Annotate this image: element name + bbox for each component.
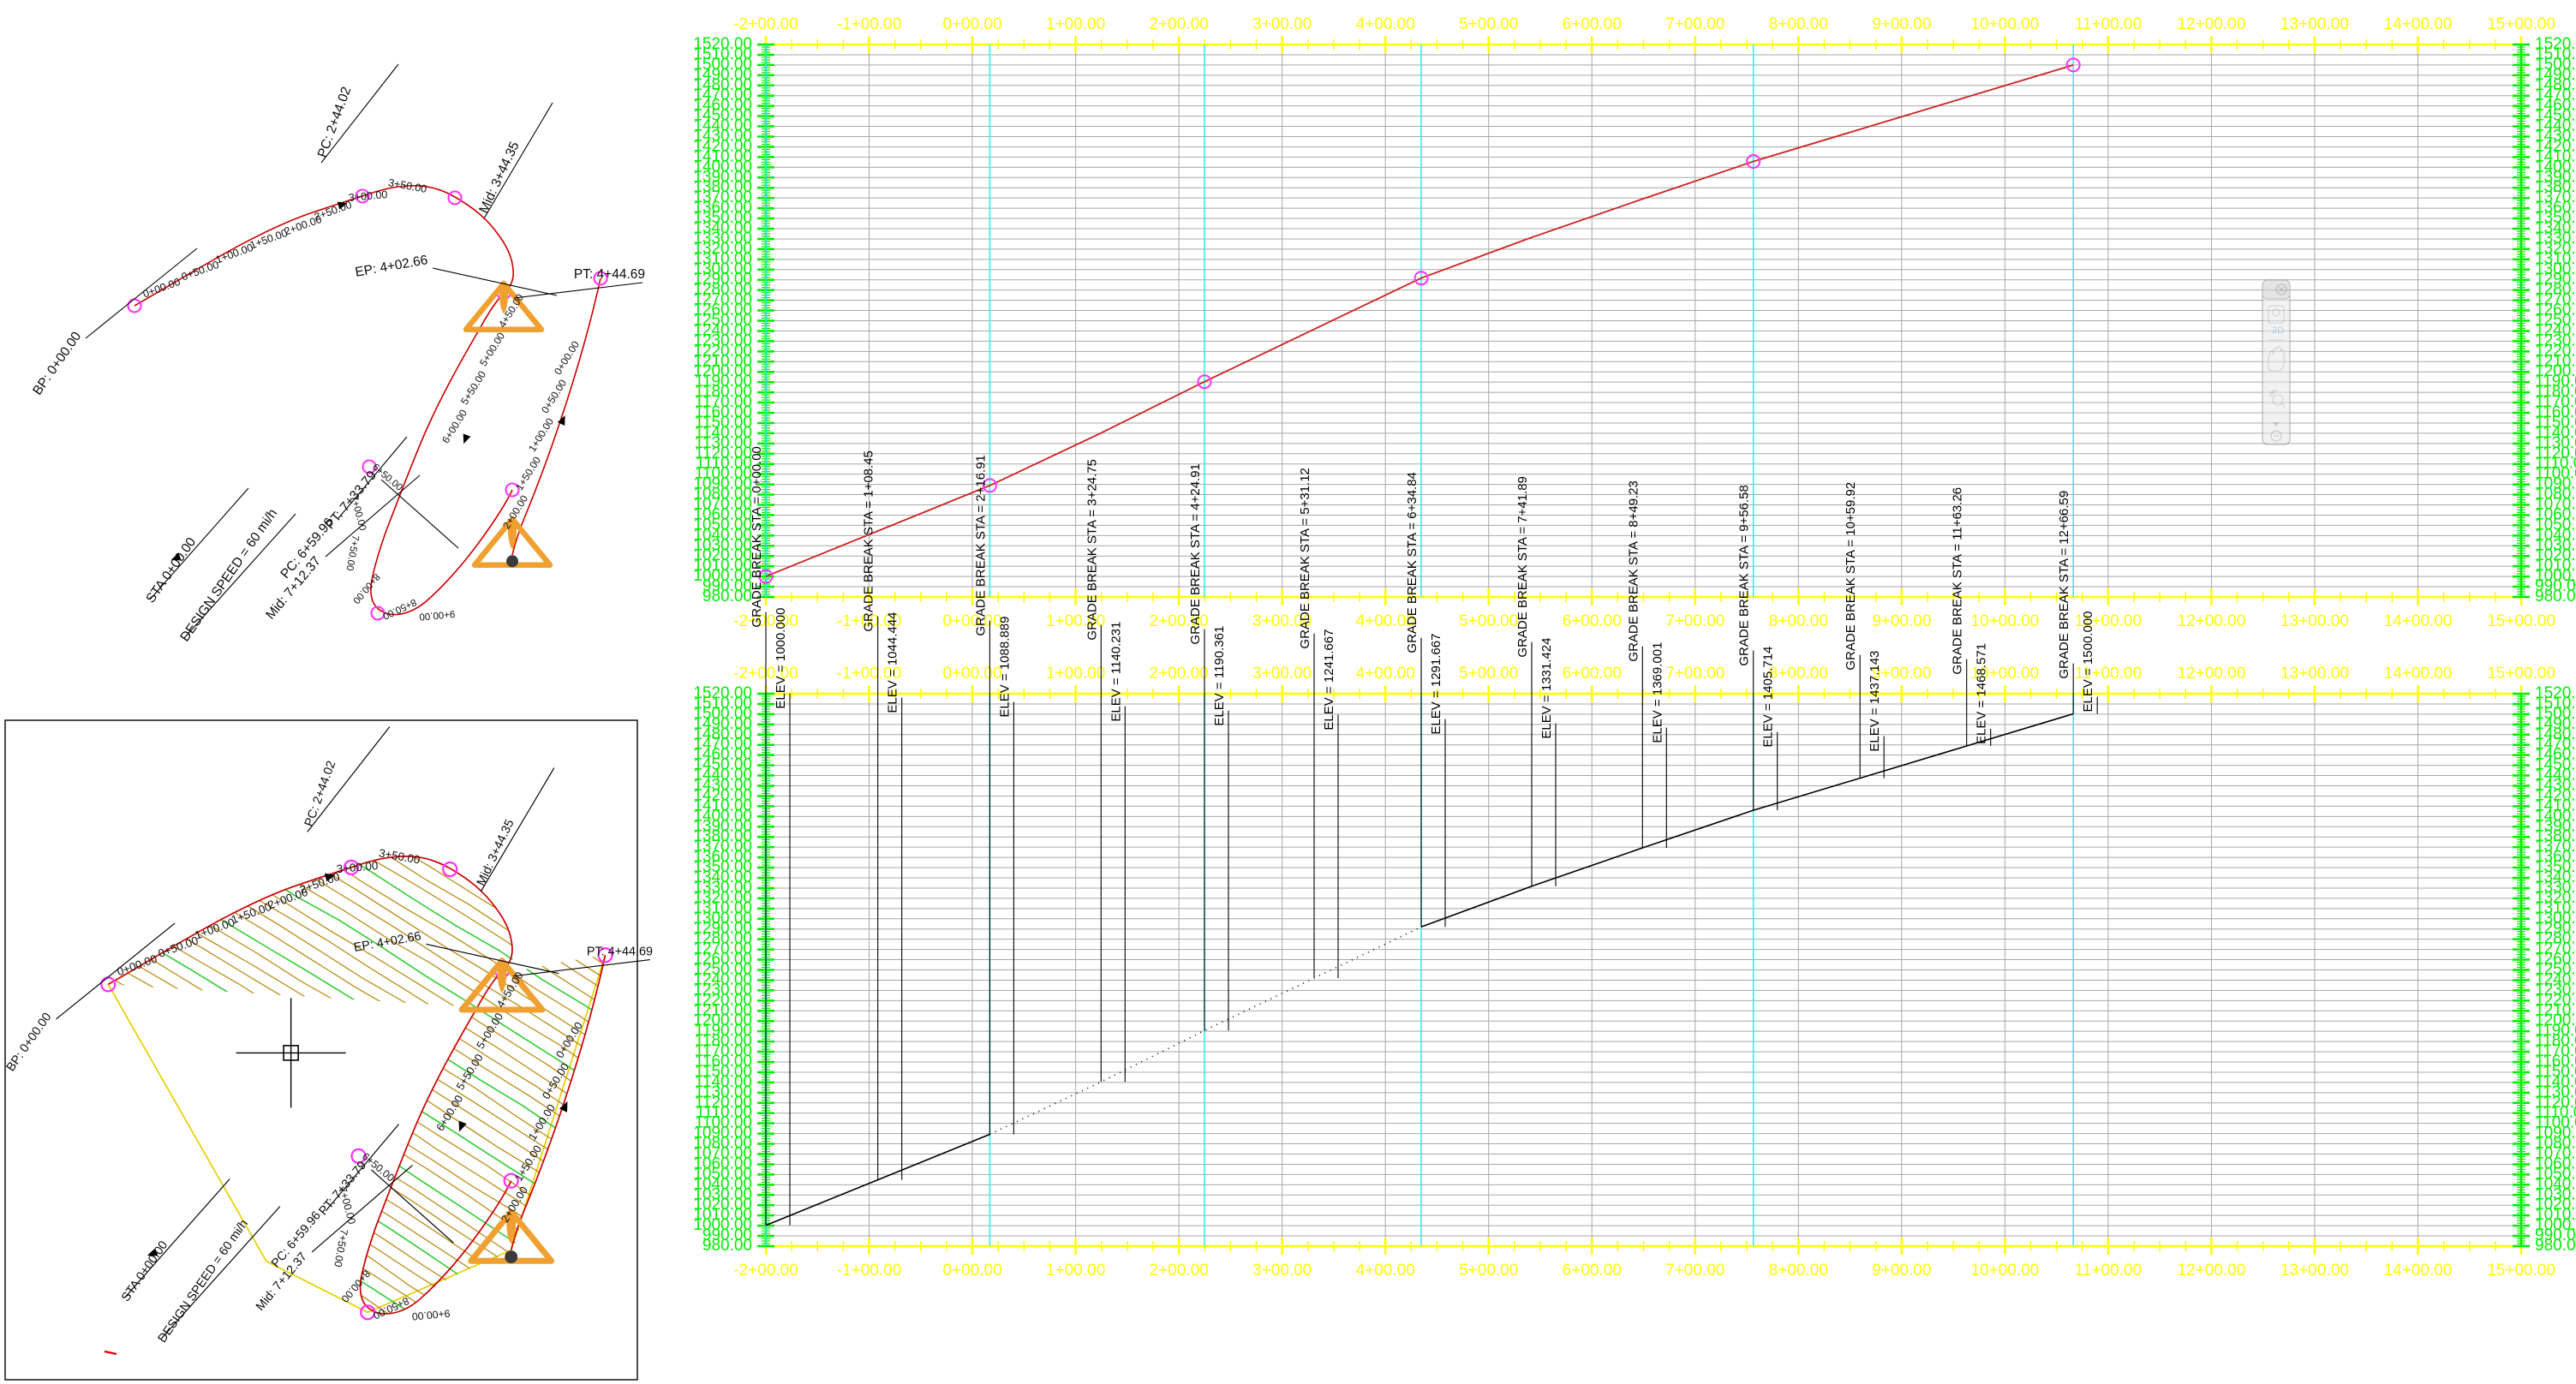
svg-text:ELEV = 1140.231: ELEV = 1140.231: [1109, 622, 1123, 722]
svg-text:ELEV = 1500.000: ELEV = 1500.000: [2081, 611, 2095, 712]
svg-text:ELEV = 1468.571: ELEV = 1468.571: [1975, 643, 1989, 744]
svg-text:ELEV = 1331.424: ELEV = 1331.424: [1539, 638, 1554, 739]
svg-text:2D: 2D: [2272, 325, 2284, 336]
svg-text:ELEV = 1044.444: ELEV = 1044.444: [886, 612, 900, 713]
svg-text:ELEV = 1369.001: ELEV = 1369.001: [1650, 642, 1665, 743]
svg-text:GRADE BREAK STA = 11+63.26: GRADE BREAK STA = 11+63.26: [1951, 487, 1965, 675]
svg-text:ELEV = 1088.889: ELEV = 1088.889: [997, 617, 1012, 718]
svg-text:GRADE BREAK STA = 12+66.59: GRADE BREAK STA = 12+66.59: [2057, 491, 2071, 679]
svg-text:ELEV = 1405.714: ELEV = 1405.714: [1761, 647, 1776, 748]
svg-text:ELEV = 1291.667: ELEV = 1291.667: [1429, 634, 1443, 735]
svg-text:ELEV = 1437.143: ELEV = 1437.143: [1868, 651, 1882, 752]
svg-text:ELEV = 1241.667: ELEV = 1241.667: [1322, 629, 1336, 731]
svg-text:ELEV = 1190.361: ELEV = 1190.361: [1212, 626, 1227, 726]
svg-text:ELEV = 1000.000: ELEV = 1000.000: [774, 608, 788, 709]
